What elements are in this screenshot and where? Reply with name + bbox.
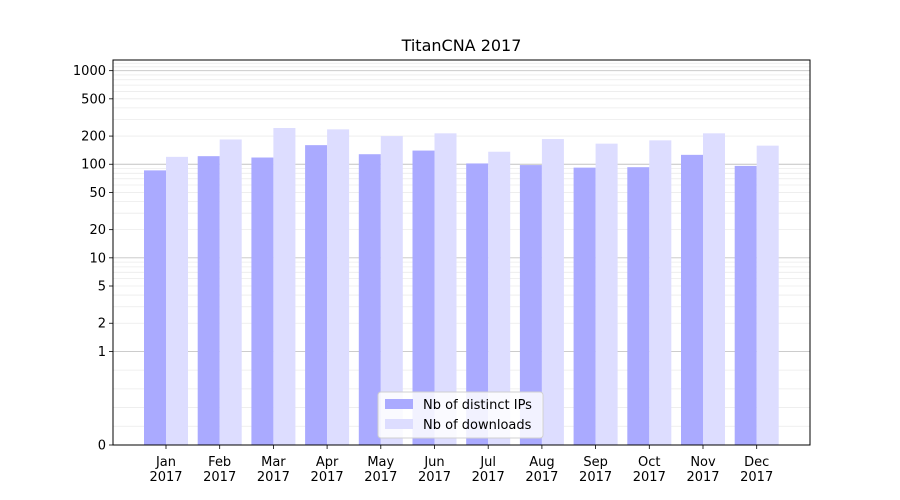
x-tick-label: Dec 2017 [740, 455, 773, 485]
x-tick-label: Feb 2017 [203, 455, 236, 485]
bar-downloads [756, 145, 779, 445]
chart-title: TitanCNA 2017 [401, 36, 522, 55]
x-tick-year: 2017 [686, 470, 719, 485]
x-tick-label: Jun 2017 [418, 455, 451, 485]
bar-downloads [219, 139, 242, 445]
x-tick-year: 2017 [311, 470, 344, 485]
bar-downloads [541, 139, 564, 445]
bar-downloads [595, 143, 618, 445]
x-tick-label: Sep 2017 [579, 455, 612, 485]
x-tick-month: Dec [744, 455, 769, 470]
bar-distinct-ips [573, 167, 596, 445]
legend: Nb of distinct IPs Nb of downloads [377, 391, 544, 439]
bar-downloads [327, 129, 350, 445]
y-tick-label: 2 [98, 317, 106, 332]
y-tick-label: 20 [89, 223, 106, 238]
bar-downloads [380, 136, 403, 446]
bar-downloads [649, 140, 672, 445]
y-tick-label: 200 [81, 130, 106, 145]
legend-label: Nb of distinct IPs [423, 398, 532, 413]
x-tick-month: Aug [529, 455, 554, 470]
y-tick-label: 50 [89, 186, 106, 201]
x-tick-label: Jul 2017 [472, 455, 505, 485]
x-tick-label: May 2017 [364, 455, 397, 485]
x-tick-label: Apr 2017 [311, 455, 344, 485]
x-tick-year: 2017 [149, 470, 182, 485]
bar-downloads [166, 156, 188, 446]
x-tick-year: 2017 [257, 470, 290, 485]
bar-distinct-ips [627, 167, 650, 446]
bar-distinct-ips [144, 170, 166, 445]
x-tick-label: Mar 2017 [257, 455, 290, 485]
x-tick-year: 2017 [525, 470, 558, 485]
legend-swatch [385, 419, 413, 429]
x-tick-year: 2017 [203, 470, 236, 485]
bar-distinct-ips [412, 150, 435, 445]
x-tick-year: 2017 [633, 470, 666, 485]
x-tick-month: Oct [638, 455, 660, 470]
bars-layer [144, 127, 779, 446]
x-tick-month: Jun [423, 455, 444, 470]
bar-downloads [703, 133, 725, 445]
x-tick-month: Feb [208, 455, 231, 470]
bar-distinct-ips [466, 163, 489, 445]
bar-distinct-ips [305, 145, 328, 445]
bar-downloads [488, 151, 511, 445]
x-tick-label: Nov 2017 [686, 455, 719, 485]
x-tick-month: May [367, 455, 394, 470]
x-tick-month: Mar [261, 455, 286, 470]
bar-downloads [273, 127, 296, 446]
x-tick-label: Jan 2017 [149, 455, 182, 485]
bar-distinct-ips [197, 156, 220, 445]
y-tick-label: 5 [98, 280, 106, 295]
bar-distinct-ips [519, 165, 542, 445]
x-tick-month: Sep [583, 455, 608, 470]
y-tick-label: 1000 [73, 64, 106, 79]
legend-swatch [385, 399, 413, 409]
x-tick-year: 2017 [472, 470, 505, 485]
bar-distinct-ips [734, 165, 757, 445]
x-tick-year: 2017 [418, 470, 451, 485]
bar-distinct-ips [358, 154, 381, 446]
x-tick-month: Apr [316, 455, 339, 470]
x-tick-label: Oct 2017 [633, 455, 666, 485]
y-tick-label: 500 [81, 92, 106, 107]
x-tick-label: Aug 2017 [525, 455, 558, 485]
y-tick-label: 0 [98, 439, 106, 454]
bar-distinct-ips [251, 157, 274, 445]
x-tick-year: 2017 [364, 470, 397, 485]
bar-distinct-ips [681, 154, 703, 445]
y-tick-label: 1 [98, 345, 106, 360]
y-tick-label: 100 [81, 158, 106, 173]
x-tick-month: Jul [479, 455, 496, 470]
legend-label: Nb of downloads [423, 418, 532, 433]
x-tick-month: Nov [690, 455, 716, 470]
x-tick-month: Jan [155, 455, 176, 470]
legend-box [377, 391, 544, 439]
x-tick-year: 2017 [579, 470, 612, 485]
x-tick-year: 2017 [740, 470, 773, 485]
bar-downloads [434, 133, 457, 445]
plot-frame [112, 59, 811, 446]
y-tick-label: 10 [89, 251, 106, 266]
